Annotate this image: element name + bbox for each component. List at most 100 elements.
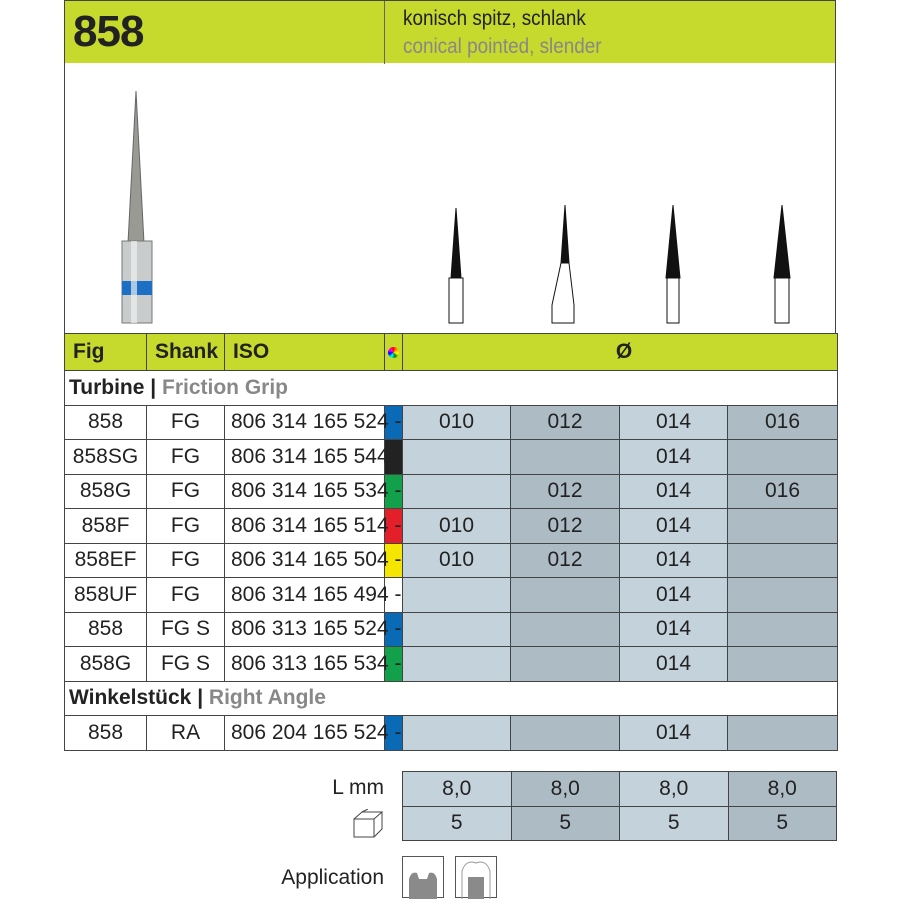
length-value: 8,0 <box>402 771 512 807</box>
iso-cell: 806 314 165 494 - <box>224 577 401 613</box>
diameter-cell: 010 <box>402 508 511 544</box>
application-label: Application <box>281 866 384 889</box>
pack-value: 5 <box>727 805 837 841</box>
diameter-cell: 014 <box>619 715 728 751</box>
product-image-area <box>64 63 836 333</box>
pack-row: 5 5 5 5 <box>402 805 837 841</box>
diameter-cell: 014 <box>619 646 728 682</box>
box-icon <box>353 809 384 838</box>
col-diameter: Ø <box>401 333 839 371</box>
section-title: Winkelstück <box>69 686 192 710</box>
diameter-cell: 014 <box>619 508 728 544</box>
bur-photo <box>121 90 153 324</box>
column-header-row: Fig Shank ISO Ø <box>64 333 839 371</box>
col-fig: Fig <box>64 333 147 371</box>
diameter-cell: 014 <box>619 404 728 440</box>
iso-cell: 806 314 165 514 - <box>224 508 401 544</box>
diameter-cell <box>402 611 511 647</box>
table-row[interactable]: 858 FG 806 314 165 524 -010 012 014 016 <box>64 404 839 440</box>
diameter-cell: 014 <box>619 473 728 509</box>
diameter-cell <box>510 715 620 751</box>
shank-cell: FG <box>146 439 225 475</box>
length-pack-table: 8,0 8,0 8,0 8,0 5 5 5 5 <box>402 771 837 841</box>
application-cavity-icon <box>402 856 444 899</box>
length-value: 8,0 <box>619 771 729 807</box>
diameter-cell <box>510 439 620 475</box>
fig-cell: 858 <box>64 611 147 647</box>
length-value: 8,0 <box>510 771 620 807</box>
table-row[interactable]: 858G FG S 806 313 165 534 - 014 <box>64 646 839 682</box>
product-number: 858 <box>73 7 144 56</box>
section-subtitle: Friction Grip <box>162 375 288 399</box>
diameter-cell <box>726 577 839 613</box>
fig-cell: 858G <box>64 473 147 509</box>
shank-cell: FG <box>146 404 225 440</box>
diameter-cell <box>726 611 839 647</box>
length-value: 8,0 <box>727 771 837 807</box>
table-row[interactable]: 858SG FG 806 314 165 544 - 014 <box>64 439 839 475</box>
diameter-cell <box>726 715 839 751</box>
iso-cell: 806 314 165 504 - <box>224 542 401 578</box>
diameter-cell <box>402 715 511 751</box>
color-code-swatch <box>384 508 403 544</box>
diameter-cell <box>726 508 839 544</box>
title-english: conical pointed, slender <box>403 35 602 58</box>
fig-cell: 858F <box>64 508 147 544</box>
diameter-cell <box>726 439 839 475</box>
section-subtitle: Right Angle <box>208 686 326 710</box>
iso-cell: 806 314 165 544 - <box>224 439 401 475</box>
pack-value: 5 <box>510 805 620 841</box>
diameter-cell: 014 <box>619 577 728 613</box>
shank-cell: RA <box>146 715 225 751</box>
iso-cell: 806 314 165 524 - <box>224 404 401 440</box>
diameter-cell: 014 <box>619 439 728 475</box>
col-shank: Shank <box>146 333 225 371</box>
shank-cell: FG <box>146 577 225 613</box>
fig-cell: 858SG <box>64 439 147 475</box>
diameter-cell: 012 <box>510 542 620 578</box>
table-row[interactable]: 858G FG 806 314 165 534 - 012 014 016 <box>64 473 839 509</box>
table-row[interactable]: 858F FG 806 314 165 514 -010 012 014 <box>64 508 839 544</box>
table-row[interactable]: 858 RA 806 204 165 524 - 014 <box>64 715 839 751</box>
iso-cell: 806 204 165 524 - <box>224 715 401 751</box>
length-label: L mm <box>332 776 384 799</box>
shank-cell: FG <box>146 473 225 509</box>
color-code-swatch <box>384 404 403 440</box>
divider <box>384 1 385 64</box>
col-iso: ISO <box>224 333 385 371</box>
table-row[interactable]: 858UF FG 806 314 165 494 - 014 <box>64 577 839 613</box>
fig-cell: 858G <box>64 646 147 682</box>
application-tooth-icon <box>455 856 497 899</box>
table-row[interactable]: 858 FG S 806 313 165 524 - 014 <box>64 611 839 647</box>
fig-cell: 858 <box>64 715 147 751</box>
diameter-cell: 014 <box>619 542 728 578</box>
diameter-cell: 012 <box>510 404 620 440</box>
product-table: Fig Shank ISO Ø Turbine | Friction Grip 8… <box>63 333 839 751</box>
diameter-cell <box>726 646 839 682</box>
shank-cell: FG S <box>146 646 225 682</box>
diameter-cell: 014 <box>619 611 728 647</box>
diameter-cell: 012 <box>510 473 620 509</box>
table-row[interactable]: 858EF FG 806 314 165 504 -010 012 014 <box>64 542 839 578</box>
fig-cell: 858 <box>64 404 147 440</box>
diameter-cell <box>726 542 839 578</box>
pack-value: 5 <box>402 805 512 841</box>
diameter-cell <box>402 473 511 509</box>
shank-cell: FG S <box>146 611 225 647</box>
fig-cell: 858UF <box>64 577 147 613</box>
diameter-cell: 012 <box>510 508 620 544</box>
diameter-cell <box>510 611 620 647</box>
diameter-cell <box>402 439 511 475</box>
diameter-cell: 010 <box>402 404 511 440</box>
diameter-cell <box>510 577 620 613</box>
title-german: konisch spitz, schlank <box>403 7 586 30</box>
pack-value: 5 <box>619 805 729 841</box>
diameter-cell: 016 <box>726 404 839 440</box>
color-code-swatch <box>384 715 403 751</box>
diameter-cell: 016 <box>726 473 839 509</box>
iso-cell: 806 314 165 534 - <box>224 473 401 509</box>
fig-cell: 858EF <box>64 542 147 578</box>
iso-cell: 806 313 165 534 - <box>224 646 401 682</box>
color-code-swatch <box>384 577 403 613</box>
diameter-cell <box>510 646 620 682</box>
